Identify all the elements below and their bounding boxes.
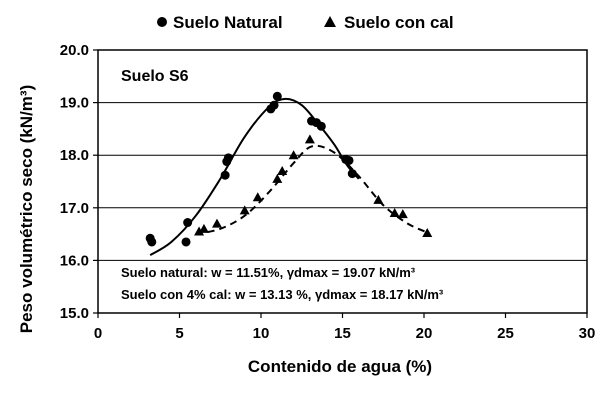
legend-label-natural: Suelo Natural [173,13,283,32]
y-tick-label: 15.0 [60,305,89,322]
data-point-cal [272,173,283,183]
data-point-natural [344,155,354,165]
x-axis-title: Contenido de agua (%) [248,357,432,376]
y-tick-label: 17.0 [60,200,89,217]
data-point-natural [272,91,282,101]
data-point-cal [422,228,433,238]
legend-marker-natural [157,17,167,27]
annotation-cal: Suelo con 4% cal: w = 13.13 %, γdmax = 1… [121,287,444,302]
data-point-cal [304,134,315,144]
data-point-cal [198,223,209,233]
x-tick-label: 20 [416,325,433,342]
data-point-natural [147,237,157,247]
x-tick-label: 5 [175,325,183,342]
y-tick-label: 18.0 [60,147,89,164]
data-point-natural [269,100,279,110]
data-point-cal [389,208,400,218]
data-point-cal [211,218,222,228]
data-point-natural [181,237,191,247]
data-point-cal [239,205,250,215]
legend-label-cal: Suelo con cal [344,13,454,32]
data-point-cal [373,194,384,204]
data-points [145,91,433,247]
annotation-natural: Suelo natural: w = 11.51%, γdmax = 19.07… [121,265,416,280]
fit-curves [149,97,430,256]
data-point-cal [252,192,263,202]
soil-label: Suelo S6 [121,68,189,85]
data-point-natural [183,218,193,228]
y-tick-label: 19.0 [60,95,89,112]
data-point-natural [316,121,326,131]
data-point-cal [288,150,299,160]
x-tick-label: 30 [579,325,596,342]
y-tick-label: 20.0 [60,42,89,59]
data-point-cal [277,165,288,175]
data-point-cal [397,209,408,219]
data-point-natural [220,170,230,180]
data-point-natural [347,169,357,179]
legend: Suelo Natural Suelo con cal [157,13,454,32]
data-point-cal [194,226,205,236]
y-axis-title: Peso volumétrico seco (kN/m³) [17,85,36,333]
x-tick-label: 25 [497,325,514,342]
fit-curve-natural [149,97,360,256]
y-tick-label: 16.0 [60,252,89,269]
fit-curve-cal [195,144,430,236]
x-tick-label: 0 [94,325,102,342]
x-tick-label: 15 [334,325,351,342]
x-tick-label: 10 [253,325,270,342]
legend-marker-cal [324,16,336,27]
data-point-natural [223,153,233,163]
axis-tick-labels: 0 5 10 15 20 25 30 15.0 16.0 17.0 18.0 19.0 20.0 [60,42,596,342]
